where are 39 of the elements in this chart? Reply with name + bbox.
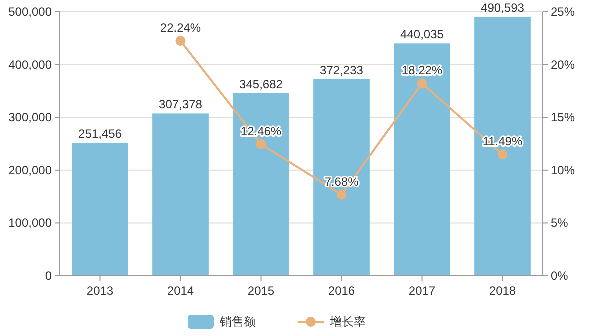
bar [394,44,450,276]
y-tick-label: 500,000 [8,5,52,19]
legend-label: 增长率 [329,315,366,329]
bar [152,114,209,276]
bar [72,143,128,276]
y2-tick-label: 20% [551,58,576,72]
x-tick-label: 2018 [489,284,516,298]
legend-label: 销售额 [219,315,256,329]
data-label: 18.22% [402,64,443,78]
x-tick-label: 2014 [167,284,194,298]
y2-tick-label: 0% [551,269,569,283]
data-label: 22.24% [160,21,202,36]
y2-tick-label: 15% [551,110,576,125]
bar [474,16,531,276]
x-tick-label: 2016 [328,284,356,298]
data-label: 345,682 [240,77,284,92]
y2-tick-label: 25% [551,5,576,19]
y-tick-label: 100,000 [8,216,52,230]
x-tick-label: 2017 [408,284,436,298]
data-label: 372,233 [320,63,364,78]
x-tick-label: 2015 [248,284,275,298]
data-label: 251,456 [78,127,122,142]
data-label: 490,593 [481,0,525,15]
data-label: 307,378 [159,98,203,112]
y-tick-label: 400,000 [8,58,52,72]
point [176,36,186,46]
y2-tick-label: 5% [551,216,569,230]
y-tick-label: 300,000 [8,110,52,125]
point [498,150,508,160]
x-tick-label: 2013 [86,284,114,298]
data-label: 440,035 [400,28,444,42]
y-tick-label: 200,000 [8,163,52,178]
y2-tick-label: 10% [551,163,576,178]
bar [233,93,290,276]
y-tick-label: 0 [45,269,52,283]
point [336,190,347,200]
point [256,139,266,150]
point [417,78,428,89]
bar [314,79,370,276]
